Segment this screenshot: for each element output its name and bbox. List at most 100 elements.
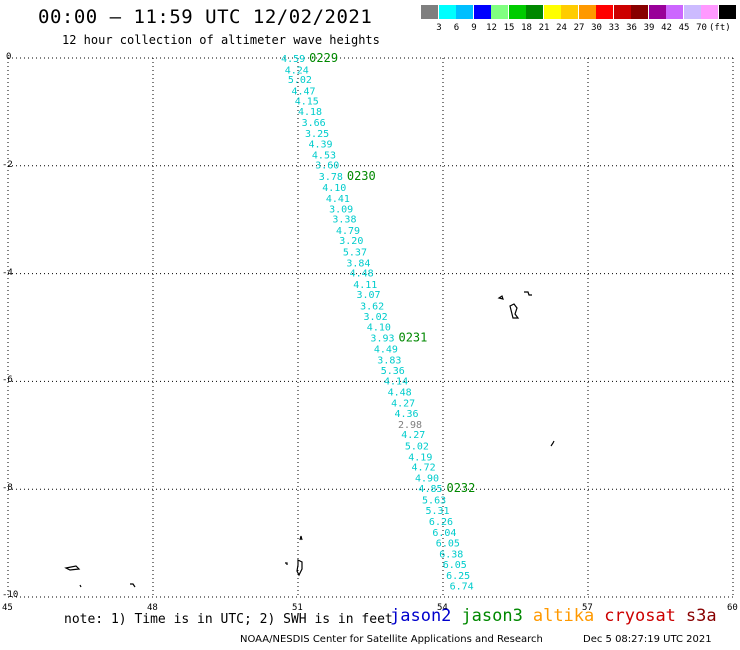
island-outline xyxy=(509,303,520,319)
scale-label: 27 xyxy=(573,23,585,33)
scale-swatch xyxy=(596,5,613,19)
scale-swatch xyxy=(613,5,631,19)
wave-height-value: 5.37 xyxy=(343,248,367,259)
island-outline xyxy=(285,562,288,565)
wave-height-value: 3.60 xyxy=(315,161,339,172)
wave-height-value: 6.04 xyxy=(432,528,456,539)
island-outline xyxy=(64,565,81,571)
scale-swatch xyxy=(578,5,596,19)
wave-height-value: 3.83 xyxy=(377,355,401,366)
wave-height-value: 4.47 xyxy=(291,86,315,97)
island-outline xyxy=(550,440,555,447)
credit-line: NOAA/NESDIS Center for Satellite Applica… xyxy=(240,634,543,645)
scale-label: 30 xyxy=(591,23,602,33)
wave-height-value: 5.63 xyxy=(422,495,446,506)
wave-height-value: 6.25 xyxy=(446,571,470,582)
island-outline xyxy=(296,559,303,577)
wave-height-value: 4.48 xyxy=(388,388,412,399)
satellite-legend-item: cryosat xyxy=(604,606,676,626)
satellite-legend-item: jason2 xyxy=(390,606,452,626)
scale-label: 36 xyxy=(626,23,637,33)
map-title: 00:00 – 11:59 UTC 12/02/2021 xyxy=(38,6,373,28)
wave-height-value: 4.48 xyxy=(350,269,374,280)
lat-lon-grid xyxy=(7,57,734,598)
wave-height-value: 4.36 xyxy=(395,409,419,420)
track-time-label: 0232 xyxy=(446,481,475,495)
scale-label: 15 xyxy=(503,23,515,33)
lat-tick-label: -8 xyxy=(2,483,13,494)
wave-height-value: 5.31 xyxy=(425,506,449,517)
satellite-track: 4.594.245.024.474.154.183.663.254.394.53… xyxy=(281,51,475,593)
wave-height-value: 4.10 xyxy=(322,183,346,194)
track-time-label: 0231 xyxy=(398,331,427,345)
generated-time: Dec 5 08:27:19 UTC 2021 xyxy=(583,634,712,645)
land-outlines xyxy=(64,291,555,588)
scale-label: 70 xyxy=(696,23,707,33)
wave-height-value: 4.19 xyxy=(408,452,432,463)
lon-tick-label: 48 xyxy=(147,603,158,613)
wave-height-value: 6.05 xyxy=(436,539,460,550)
scale-label: 39 xyxy=(643,23,655,33)
scale-swatch xyxy=(631,5,648,19)
satellite-legend-item: jason3 xyxy=(461,606,523,626)
map-subtitle: 12 hour collection of altimeter wave hei… xyxy=(62,33,380,47)
scale-swatch xyxy=(491,5,508,19)
scale-swatch xyxy=(421,5,438,19)
lon-tick-label: 57 xyxy=(582,603,593,613)
wave-height-value: 4.85 xyxy=(418,484,442,495)
wave-height-value: 3.93 xyxy=(370,334,394,345)
lat-tick-label: -2 xyxy=(2,159,13,170)
scale-swatch xyxy=(561,5,578,19)
wave-height-value: 4.10 xyxy=(367,322,391,333)
island-outline xyxy=(299,535,303,541)
wave-height-value: 4.90 xyxy=(415,473,439,484)
scale-swatch xyxy=(438,5,456,19)
wave-height-value: 4.11 xyxy=(353,280,377,291)
scale-label: 45 xyxy=(678,23,690,33)
scale-label: 18 xyxy=(521,23,532,33)
scale-swatch xyxy=(543,5,561,19)
scale-label: 24 xyxy=(556,23,567,33)
lon-tick-label: 51 xyxy=(292,603,303,613)
track-time-label: 0229 xyxy=(309,51,338,65)
wave-height-value: 4.72 xyxy=(412,463,436,474)
scale-label: 21 xyxy=(538,23,550,33)
track-time-label: 0230 xyxy=(347,169,376,183)
scale-swatch xyxy=(456,5,473,19)
wave-height-value: 6.05 xyxy=(443,560,467,571)
scale-label: 6 xyxy=(453,23,460,33)
scale-swatch xyxy=(683,5,701,19)
wave-height-value: 4.49 xyxy=(374,345,398,356)
wave-height-value: 3.84 xyxy=(346,258,370,269)
wave-height-value: 4.59 xyxy=(281,54,305,65)
wave-height-value: 3.25 xyxy=(305,129,329,140)
scale-label: 3 xyxy=(436,23,442,33)
satellite-legend-item: altika xyxy=(532,606,595,626)
wave-height-value: 4.41 xyxy=(326,194,350,205)
scale-swatch xyxy=(648,5,666,19)
footnote: note: 1) Time is in UTC; 2) SWH is in fe… xyxy=(64,612,393,627)
wave-height-value: 4.27 xyxy=(391,398,415,409)
wave-height-value: 3.66 xyxy=(302,118,326,129)
scale-label: 42 xyxy=(661,23,672,33)
wave-height-value: 4.27 xyxy=(401,430,425,441)
wave-height-value: 3.20 xyxy=(339,236,363,247)
scale-label: 9 xyxy=(471,23,477,33)
wave-height-value: 5.36 xyxy=(381,366,405,377)
scale-swatch xyxy=(666,5,683,19)
wave-height-value: 6.38 xyxy=(439,549,463,560)
wave-height-value: 4.79 xyxy=(336,226,360,237)
wave-height-value: 5.02 xyxy=(288,75,312,86)
wave-height-value: 2.98 xyxy=(398,420,422,431)
scale-swatch xyxy=(718,5,736,19)
lat-tick-label: -4 xyxy=(2,267,13,278)
wave-height-value: 4.39 xyxy=(308,140,332,151)
wave-height-value: 4.18 xyxy=(298,107,322,118)
scale-label: 12 xyxy=(486,23,497,33)
wave-height-value: 5.02 xyxy=(405,442,429,453)
wave-height-value: 3.38 xyxy=(332,215,356,226)
island-outline xyxy=(524,291,532,296)
island-outline xyxy=(130,583,136,588)
island-outline xyxy=(497,295,504,300)
scale-swatch xyxy=(526,5,543,19)
